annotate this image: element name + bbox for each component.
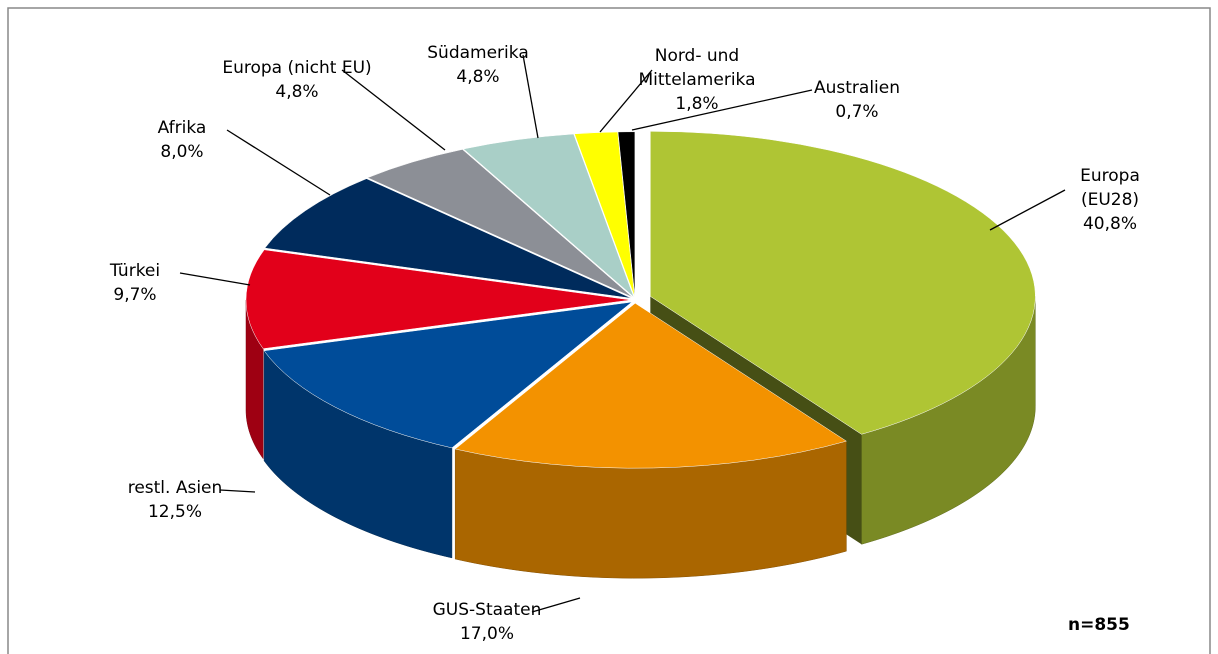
slice [617,131,636,297]
data-label: Südamerika 4,8% [427,41,528,89]
slice [462,133,635,298]
value-label: 17,0% [459,624,515,644]
category-label: Türkei [109,261,161,281]
value-label: 4,8% [456,67,500,87]
data-label: GUS-Staaten 17,0% [433,598,542,646]
slice [574,131,635,297]
slice [650,131,1036,435]
leader-line [179,272,251,286]
category-label: Europa (EU28) [1080,166,1140,210]
value-label: 1,8% [675,94,719,114]
leader-line [522,54,539,139]
leader-line [226,129,331,196]
category-label: Südamerika [427,43,529,63]
leader-line [219,489,256,493]
data-label: restl. Asien 12,5% [128,476,223,524]
data-label: Europa (EU28) 40,8% [1056,164,1164,236]
data-label: Türkei 9,7% [110,259,160,307]
leader-line [989,189,1066,231]
value-label: 9,7% [113,285,157,305]
slice [264,178,632,299]
category-label: Europa (nicht EU) [222,58,372,78]
value-label: 8,0% [160,142,204,162]
slice [454,302,847,469]
leader-line [341,69,446,151]
value-label: 12,5% [147,502,203,522]
annotation: n=855 [1068,615,1130,635]
data-label: Nord- und Mittelamerika 1,8% [638,44,755,116]
value-label: 4,8% [275,82,319,102]
category-label: Afrika [157,118,207,138]
data-label: Afrika 8,0% [158,116,207,164]
tops [245,131,1036,469]
value-label: 40,8% [1082,214,1137,234]
category-label: Nord- und Mittelamerika [638,46,756,90]
data-label: Europa (nicht EU) 4,8% [222,56,371,104]
slice [263,301,633,449]
slice [366,149,633,298]
category-label: GUS-Staaten [432,600,542,620]
slice [245,249,632,349]
leader-line [631,89,813,131]
leader-line [531,597,581,613]
data-label: Australien 0,7% [814,76,900,124]
category-label: restl. Asien [127,478,223,498]
value-label: 0,7% [835,102,879,122]
category-label: Australien [813,78,901,98]
leader-line [599,69,653,133]
